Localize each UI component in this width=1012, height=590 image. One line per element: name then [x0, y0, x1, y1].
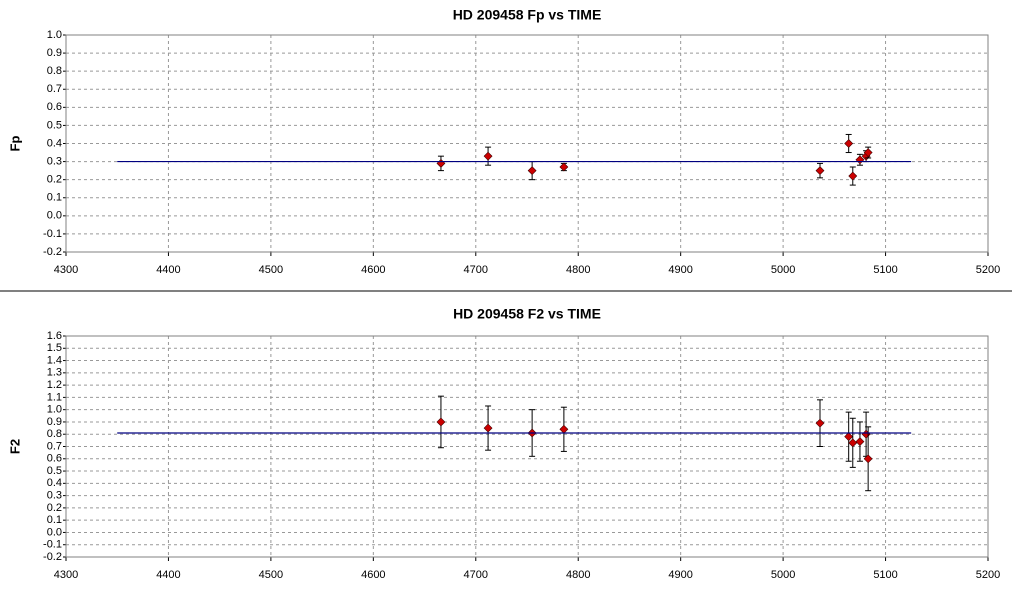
- y-tick-label: 0.7: [47, 440, 62, 452]
- x-tick-label: 4700: [464, 264, 488, 276]
- marker: [848, 171, 858, 181]
- y-axis-label: F2: [7, 439, 22, 454]
- y-tick-label: -0.1: [43, 228, 62, 240]
- marker: [527, 166, 537, 176]
- y-tick-label: -0.2: [43, 246, 62, 258]
- x-tick-label: 5000: [771, 569, 795, 581]
- y-tick-label: 0.0: [47, 210, 62, 222]
- y-axis-label: Fp: [7, 136, 22, 152]
- y-tick-label: 0.3: [47, 490, 62, 502]
- y-tick-label: 0.5: [47, 119, 62, 131]
- y-tick-label: 1.1: [47, 391, 62, 403]
- marker: [848, 438, 858, 448]
- y-tick-label: 1.6: [47, 330, 62, 342]
- x-tick-label: 4500: [259, 569, 283, 581]
- marker: [863, 148, 873, 157]
- marker: [815, 166, 825, 176]
- y-tick-label: 0.9: [47, 47, 62, 59]
- y-tick-label: 1.5: [47, 342, 62, 354]
- x-tick-label: 4400: [156, 264, 180, 276]
- x-tick-label: 4800: [566, 264, 590, 276]
- x-tick-label: 4600: [361, 264, 385, 276]
- marker: [855, 437, 865, 447]
- chart-title: HD 209458 Fp vs TIME: [453, 7, 602, 23]
- y-tick-label: 0.6: [47, 101, 62, 113]
- x-tick-label: 5100: [873, 569, 897, 581]
- x-tick-label: 4300: [54, 569, 78, 581]
- y-tick-label: 0.8: [47, 65, 62, 77]
- y-tick-label: 0.8: [47, 428, 62, 440]
- y-tick-label: 0.9: [47, 416, 62, 428]
- x-tick-label: 5200: [976, 264, 1000, 276]
- y-tick-label: -0.1: [43, 539, 62, 551]
- y-tick-label: 0.3: [47, 155, 62, 167]
- marker: [483, 423, 493, 433]
- y-tick-label: 0.7: [47, 83, 62, 95]
- marker: [844, 139, 854, 148]
- plot-area: [65, 34, 989, 253]
- y-tick-label: 0.6: [47, 453, 62, 465]
- marker: [815, 418, 825, 428]
- marker: [844, 432, 854, 442]
- x-tick-label: 4400: [156, 569, 180, 581]
- marker: [483, 151, 493, 161]
- marker: [863, 454, 873, 464]
- x-tick-label: 4600: [361, 569, 385, 581]
- y-tick-label: 1.0: [47, 404, 62, 416]
- y-tick-label: 1.2: [47, 379, 62, 391]
- y-tick-label: 1.3: [47, 367, 62, 379]
- x-tick-label: 5000: [771, 264, 795, 276]
- x-tick-label: 5100: [873, 264, 897, 276]
- plot-area: [65, 335, 989, 558]
- x-tick-label: 4300: [54, 264, 78, 276]
- y-tick-label: 0.5: [47, 465, 62, 477]
- y-tick-label: 0.0: [47, 526, 62, 538]
- y-tick-label: 1.4: [47, 354, 62, 366]
- x-tick-label: 5200: [976, 569, 1000, 581]
- marker: [436, 417, 446, 427]
- x-tick-label: 4900: [668, 264, 692, 276]
- x-tick-label: 4900: [668, 569, 692, 581]
- y-tick-label: -0.2: [43, 551, 62, 563]
- y-tick-label: 0.2: [47, 502, 62, 514]
- y-tick-label: 0.1: [47, 514, 62, 526]
- y-tick-label: 0.4: [47, 137, 62, 149]
- y-tick-label: 0.1: [47, 192, 62, 204]
- x-tick-label: 4500: [259, 264, 283, 276]
- y-tick-label: 0.4: [47, 477, 62, 489]
- marker: [559, 162, 569, 172]
- x-tick-label: 4700: [464, 569, 488, 581]
- x-tick-label: 4800: [566, 569, 590, 581]
- chart-title: HD 209458 F2 vs TIME: [453, 306, 601, 322]
- y-tick-label: 1.0: [47, 29, 62, 41]
- y-tick-label: 0.2: [47, 174, 62, 186]
